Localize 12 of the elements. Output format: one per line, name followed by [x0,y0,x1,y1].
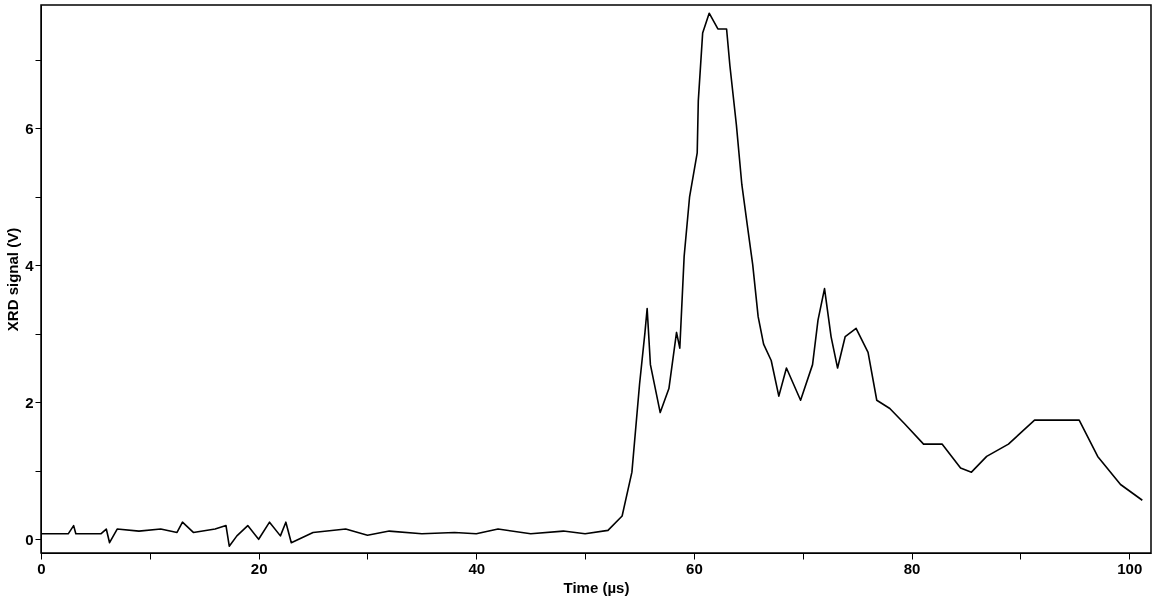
x-tick-label: 0 [37,559,46,577]
y-tick-label: 0 [25,530,34,548]
x-axis-title: Time (µs) [563,578,630,596]
y-tick-label: 2 [25,393,34,411]
y-tick-label: 4 [25,256,35,274]
x-tick-label: 20 [250,559,268,577]
x-tick-label: 100 [1117,559,1143,577]
x-tick-label: 40 [468,559,486,577]
y-tick-label: 6 [25,119,34,137]
x-tick-label: 60 [686,559,703,577]
x-tick-label: 80 [903,559,921,577]
y-axis-title: XRD signal (V) [4,227,22,332]
